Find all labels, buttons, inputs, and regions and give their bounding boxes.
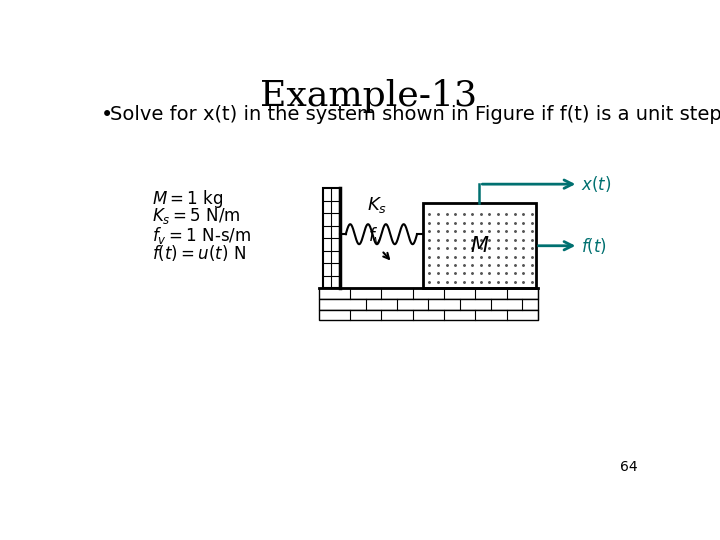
- Text: $K_s$: $K_s$: [367, 195, 387, 215]
- Text: Example-13: Example-13: [261, 79, 477, 113]
- Text: $f_v$: $f_v$: [368, 225, 383, 246]
- Bar: [423, 204, 536, 288]
- Bar: [319, 299, 538, 309]
- Text: •: •: [101, 105, 113, 125]
- Text: $f_v = 1\ \mathrm{N\text{-}s/m}$: $f_v = 1\ \mathrm{N\text{-}s/m}$: [152, 225, 251, 246]
- Text: $x(t)$: $x(t)$: [581, 174, 612, 194]
- Text: $M = 1\ \mathrm{kg}$: $M = 1\ \mathrm{kg}$: [152, 188, 223, 210]
- Text: $f(t) = u(t)\ \mathrm{N}$: $f(t) = u(t)\ \mathrm{N}$: [152, 244, 246, 264]
- Bar: [319, 309, 538, 320]
- Bar: [323, 188, 340, 288]
- Text: 64: 64: [619, 461, 637, 475]
- Text: $M$: $M$: [469, 236, 489, 256]
- Text: $K_s = 5\ \mathrm{N/m}$: $K_s = 5\ \mathrm{N/m}$: [152, 206, 240, 226]
- Text: $f(t)$: $f(t)$: [581, 236, 607, 256]
- Bar: [319, 288, 538, 299]
- Text: Solve for x(t) in the system shown in Figure if f(t) is a unit step.: Solve for x(t) in the system shown in Fi…: [110, 105, 720, 124]
